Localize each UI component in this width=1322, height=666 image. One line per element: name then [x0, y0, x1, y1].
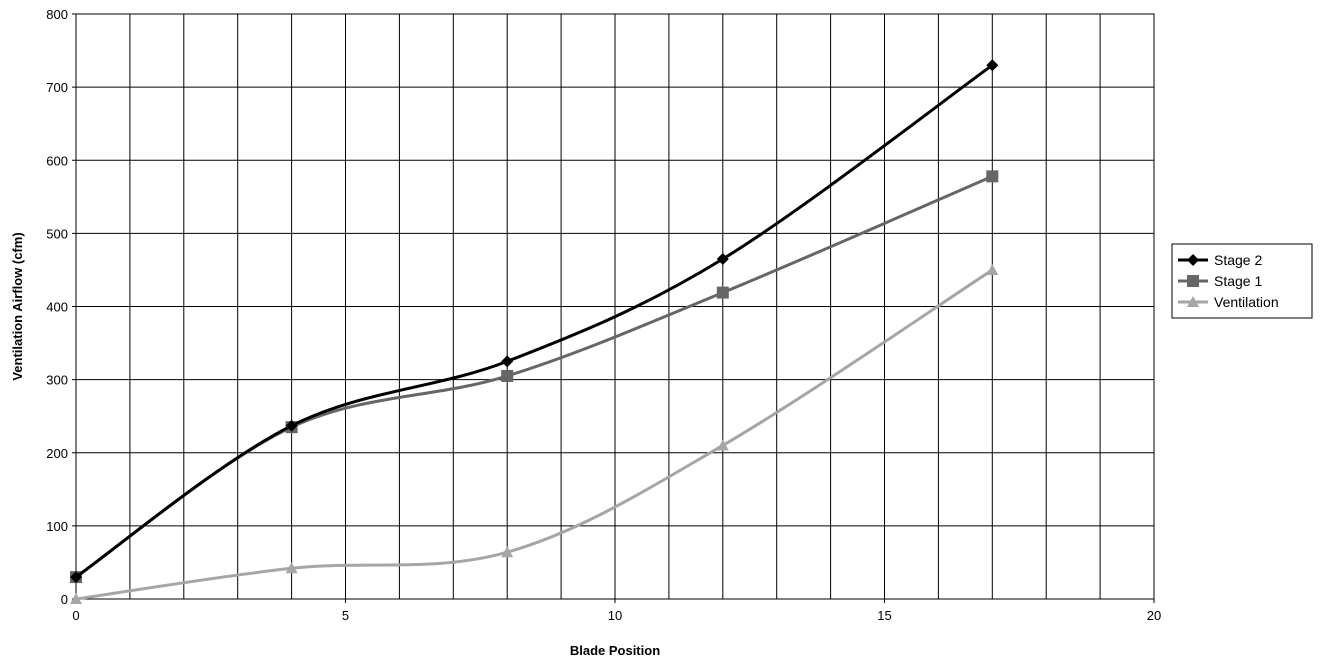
legend: Stage 2 Stage 1 Ventilation: [1171, 243, 1313, 319]
data-point-stage-2: [716, 252, 729, 265]
data-point-ventilation: [986, 263, 999, 275]
y-axis-title: Ventilation Airflow (cfm): [10, 232, 25, 380]
legend-label-stage-1: Stage 1: [1214, 273, 1262, 289]
legend-item-ventilation: Ventilation: [1178, 294, 1279, 310]
data-point-stage-1: [986, 170, 999, 183]
data-point-stage-2: [70, 571, 82, 584]
series-stage-2: [70, 59, 999, 584]
legend-item-stage-2: Stage 2: [1178, 252, 1262, 268]
y-tick-label: 400: [46, 300, 68, 315]
series-line-stage-2: [75, 63, 994, 579]
legend-item-stage-1: Stage 1: [1178, 273, 1262, 289]
data-point-stage-2: [986, 59, 999, 72]
x-tick-label: 15: [877, 608, 891, 623]
y-tick-label: 700: [46, 80, 68, 95]
y-tick-label: 800: [46, 7, 68, 22]
x-tick-label: 5: [342, 608, 349, 623]
x-tick-label: 0: [72, 608, 79, 623]
data-point-stage-2: [285, 419, 298, 432]
data-point-ventilation: [285, 562, 298, 574]
data-point-stage-2: [501, 355, 514, 368]
legend-marker-stage-2: [1187, 254, 1199, 266]
x-tick-label: 20: [1147, 608, 1161, 623]
y-tick-label: 100: [46, 519, 68, 534]
series-stage-1: [70, 170, 999, 584]
legend-label-stage-2: Stage 2: [1214, 252, 1262, 268]
series-line-stage-1: [75, 174, 993, 579]
legend-marker-ventilation: [1187, 296, 1199, 307]
y-tick-label: 200: [46, 446, 68, 461]
data-point-stage-1: [716, 286, 729, 299]
y-tick-label: 600: [46, 153, 68, 168]
y-tick-label: 300: [46, 373, 68, 388]
series-line-ventilation: [75, 268, 994, 601]
y-tick-label: 500: [46, 226, 68, 241]
y-tick-label: 0: [61, 592, 68, 607]
x-axis-title: Blade Position: [570, 643, 660, 658]
series-ventilation: [70, 263, 999, 604]
data-point-stage-1: [501, 369, 514, 382]
series: [70, 59, 999, 604]
data-point-ventilation: [716, 439, 729, 451]
legend-marker-stage-1: [1187, 275, 1199, 287]
data-point-ventilation: [70, 593, 82, 604]
legend-label-ventilation: Ventilation: [1214, 294, 1279, 310]
axis-ticks: 0 100 200 300 400 500 600 700 800 0 5 10 15 20: [46, 7, 1161, 623]
data-point-ventilation: [501, 546, 514, 558]
x-tick-label: 10: [608, 608, 622, 623]
grid: [75, 13, 1155, 600]
